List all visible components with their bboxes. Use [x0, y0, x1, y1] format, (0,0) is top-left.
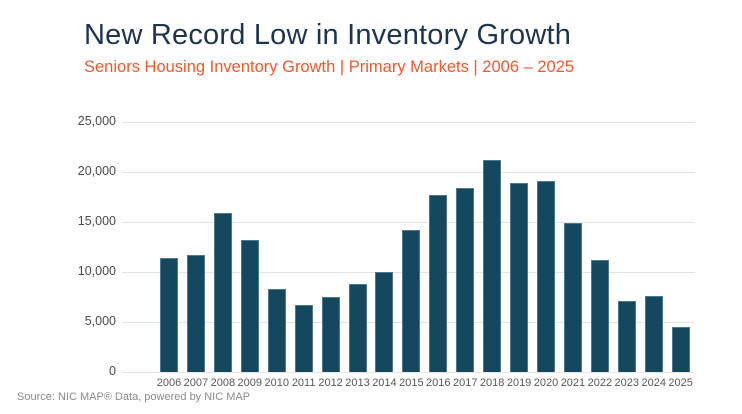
bar-2013	[348, 284, 367, 372]
x-tick-label-2012: 2012	[318, 377, 343, 389]
bar-2006	[160, 258, 178, 372]
bar-2022	[590, 260, 609, 372]
x-tick-label-2010: 2010	[264, 377, 289, 389]
y-tick-label-25000: 25,000	[77, 114, 116, 128]
x-tick-label-2023: 2023	[614, 377, 640, 389]
x-tick-label-2019: 2019	[506, 377, 532, 389]
x-tick-label-2009: 2009	[237, 377, 263, 389]
y-tick-label-5000: 5,000	[84, 314, 116, 328]
y-tick-label-20000: 20,000	[77, 164, 116, 178]
gridline-15000	[122, 221, 695, 223]
x-tick-label-2021: 2021	[560, 377, 586, 389]
x-tick-label-2007: 2007	[183, 377, 209, 389]
y-tick-label-10000: 10,000	[77, 264, 116, 278]
bar-2008	[213, 213, 232, 372]
x-tick-label-2006: 2006	[156, 377, 182, 389]
plot-area	[122, 121, 695, 373]
source-note: Source: NIC MAP® Data, powered by NIC MA…	[17, 391, 251, 403]
gridline-20000	[122, 171, 695, 173]
x-tick-label-2024: 2024	[641, 377, 666, 389]
bar-2007	[186, 255, 205, 372]
chart-subtitle: Seniors Housing Inventory Growth | Prima…	[84, 58, 575, 76]
bar-2012	[321, 297, 340, 372]
bar-2024	[644, 296, 663, 372]
gridline-0	[122, 371, 695, 373]
bar-2015	[402, 230, 421, 372]
bar-2021	[563, 223, 582, 372]
bar-2023	[617, 301, 636, 372]
bar-2009	[240, 240, 259, 372]
y-tick-label-0: 0	[109, 364, 116, 378]
gridline-25000	[122, 121, 695, 123]
x-tick-label-2018: 2018	[479, 377, 505, 389]
bar-2011	[294, 305, 313, 372]
bar-2017	[456, 188, 475, 372]
bar-2019	[510, 183, 529, 372]
x-tick-label-2011: 2011	[291, 377, 316, 389]
bar-2016	[429, 195, 448, 372]
x-tick-label-2008: 2008	[210, 377, 236, 389]
chart-title: New Record Low in Inventory Growth	[84, 19, 572, 51]
bar-2025	[671, 327, 690, 372]
bar-2018	[483, 160, 502, 372]
bar-2014	[375, 272, 394, 372]
x-tick-label-2017: 2017	[452, 377, 478, 389]
bar-2020	[537, 181, 556, 372]
x-tick-label-2016: 2016	[426, 377, 451, 389]
x-tick-label-2020: 2020	[533, 377, 559, 389]
x-tick-label-2015: 2015	[399, 377, 424, 389]
x-tick-label-2014: 2014	[372, 377, 397, 389]
bar-2010	[267, 289, 286, 372]
x-tick-label-2013: 2013	[345, 377, 370, 389]
x-tick-label-2022: 2022	[587, 377, 613, 389]
x-tick-label-2025: 2025	[668, 377, 693, 389]
y-tick-label-15000: 15,000	[77, 214, 116, 228]
